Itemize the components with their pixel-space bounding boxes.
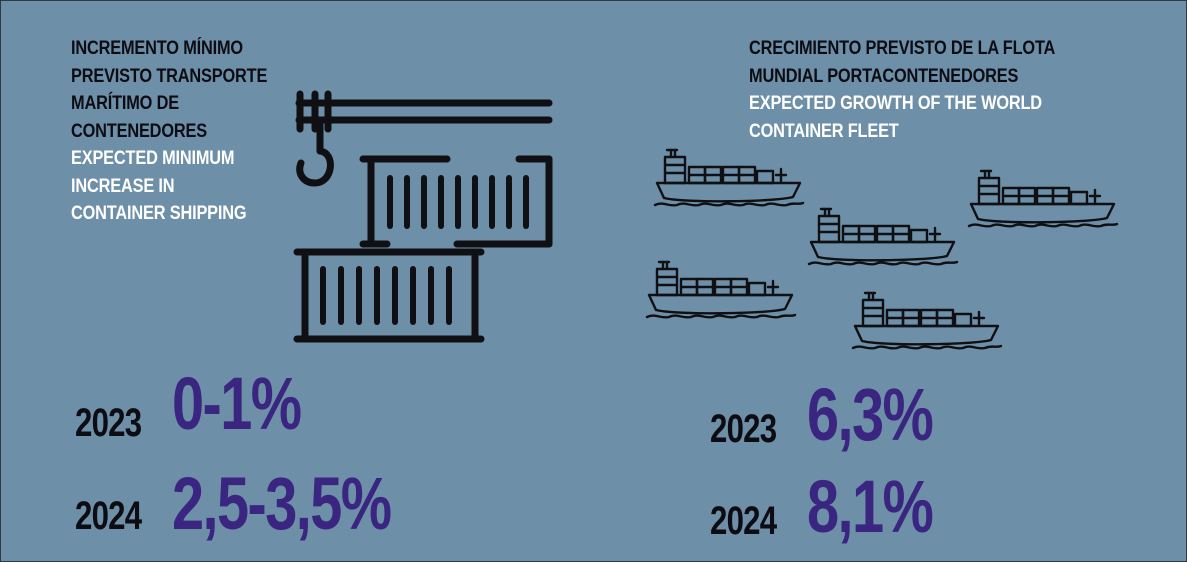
left-value-2024: 2,5-3,5% bbox=[172, 462, 392, 545]
left-heading-es-line-3: MARÍTIMO DE bbox=[71, 93, 179, 114]
right-heading-en-line-2: CONTAINER FLEET bbox=[749, 120, 899, 142]
right-year-2023: 2023 bbox=[710, 407, 777, 451]
left-heading-en-line-1: EXPECTED MINIMUM bbox=[71, 148, 235, 169]
left-year-2023: 2023 bbox=[75, 401, 142, 445]
left-year-2024: 2024 bbox=[75, 494, 142, 538]
right-value-2024: 8,1% bbox=[807, 465, 934, 548]
right-year-2024: 2024 bbox=[710, 499, 777, 543]
ship-icon-5 bbox=[851, 291, 1003, 350]
ship-icon-4 bbox=[645, 260, 797, 319]
right-value-2023: 6,3% bbox=[807, 373, 934, 456]
ship-icon-1 bbox=[653, 148, 805, 207]
left-value-2023: 0-1% bbox=[172, 362, 302, 445]
right-heading: CRECIMIENTO PREVISTO DE LA FLOTA MUNDIAL… bbox=[749, 35, 1055, 145]
ship-icon-2 bbox=[967, 169, 1119, 228]
left-heading: INCREMENTO MÍNIMO PREVISTO TRANSPORTE MA… bbox=[71, 35, 267, 228]
right-heading-en-line-1: EXPECTED GROWTH OF THE WORLD bbox=[749, 93, 1042, 114]
ship-icon-3 bbox=[807, 207, 959, 266]
left-heading-en-line-2: INCREASE IN bbox=[71, 175, 175, 197]
left-heading-es-line-1: INCREMENTO MÍNIMO bbox=[71, 38, 243, 59]
left-heading-es-line-2: PREVISTO TRANSPORTE bbox=[71, 65, 268, 87]
right-heading-es-line-1: CRECIMIENTO PREVISTO DE LA FLOTA bbox=[749, 38, 1056, 59]
left-heading-es-line-4: CONTENEDORES bbox=[71, 120, 207, 142]
right-heading-es-line-2: MUNDIAL PORTACONTENEDORES bbox=[749, 65, 1019, 87]
left-heading-en-line-3: CONTAINER SHIPPING bbox=[71, 203, 247, 224]
